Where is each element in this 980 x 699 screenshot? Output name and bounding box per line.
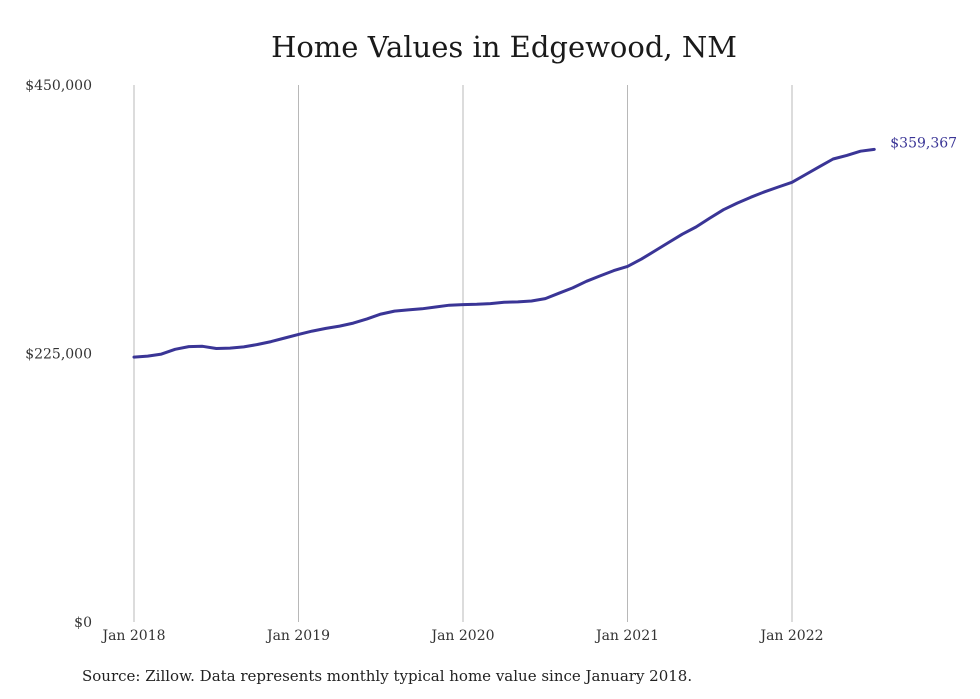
x-axis-tick-labels: Jan 2018 Jan 2019 Jan 2020 Jan 2021 Jan 2022 xyxy=(100,628,823,644)
x-tick-label: Jan 2018 xyxy=(100,628,165,644)
last-value-label: $359,367 xyxy=(890,135,957,151)
series-layer xyxy=(132,147,876,359)
x-tick-label: Jan 2021 xyxy=(594,628,659,644)
y-axis-tick-labels: $0 $225,000 $450,000 xyxy=(25,78,92,631)
source-note: Source: Zillow. Data represents monthly … xyxy=(82,667,693,685)
vertical-gridlines xyxy=(133,85,793,622)
y-tick-label: $225,000 xyxy=(25,347,92,363)
x-tick-label: Jan 2022 xyxy=(758,628,823,644)
x-tick-label: Jan 2019 xyxy=(265,628,330,644)
end-value-label-layer: $359,367 xyxy=(890,135,957,151)
chart-title: Home Values in Edgewood, NM xyxy=(271,30,737,64)
x-tick-label: Jan 2020 xyxy=(429,628,494,644)
y-tick-label: $0 xyxy=(74,615,92,631)
y-tick-label: $450,000 xyxy=(25,78,92,94)
series-line xyxy=(132,147,876,359)
